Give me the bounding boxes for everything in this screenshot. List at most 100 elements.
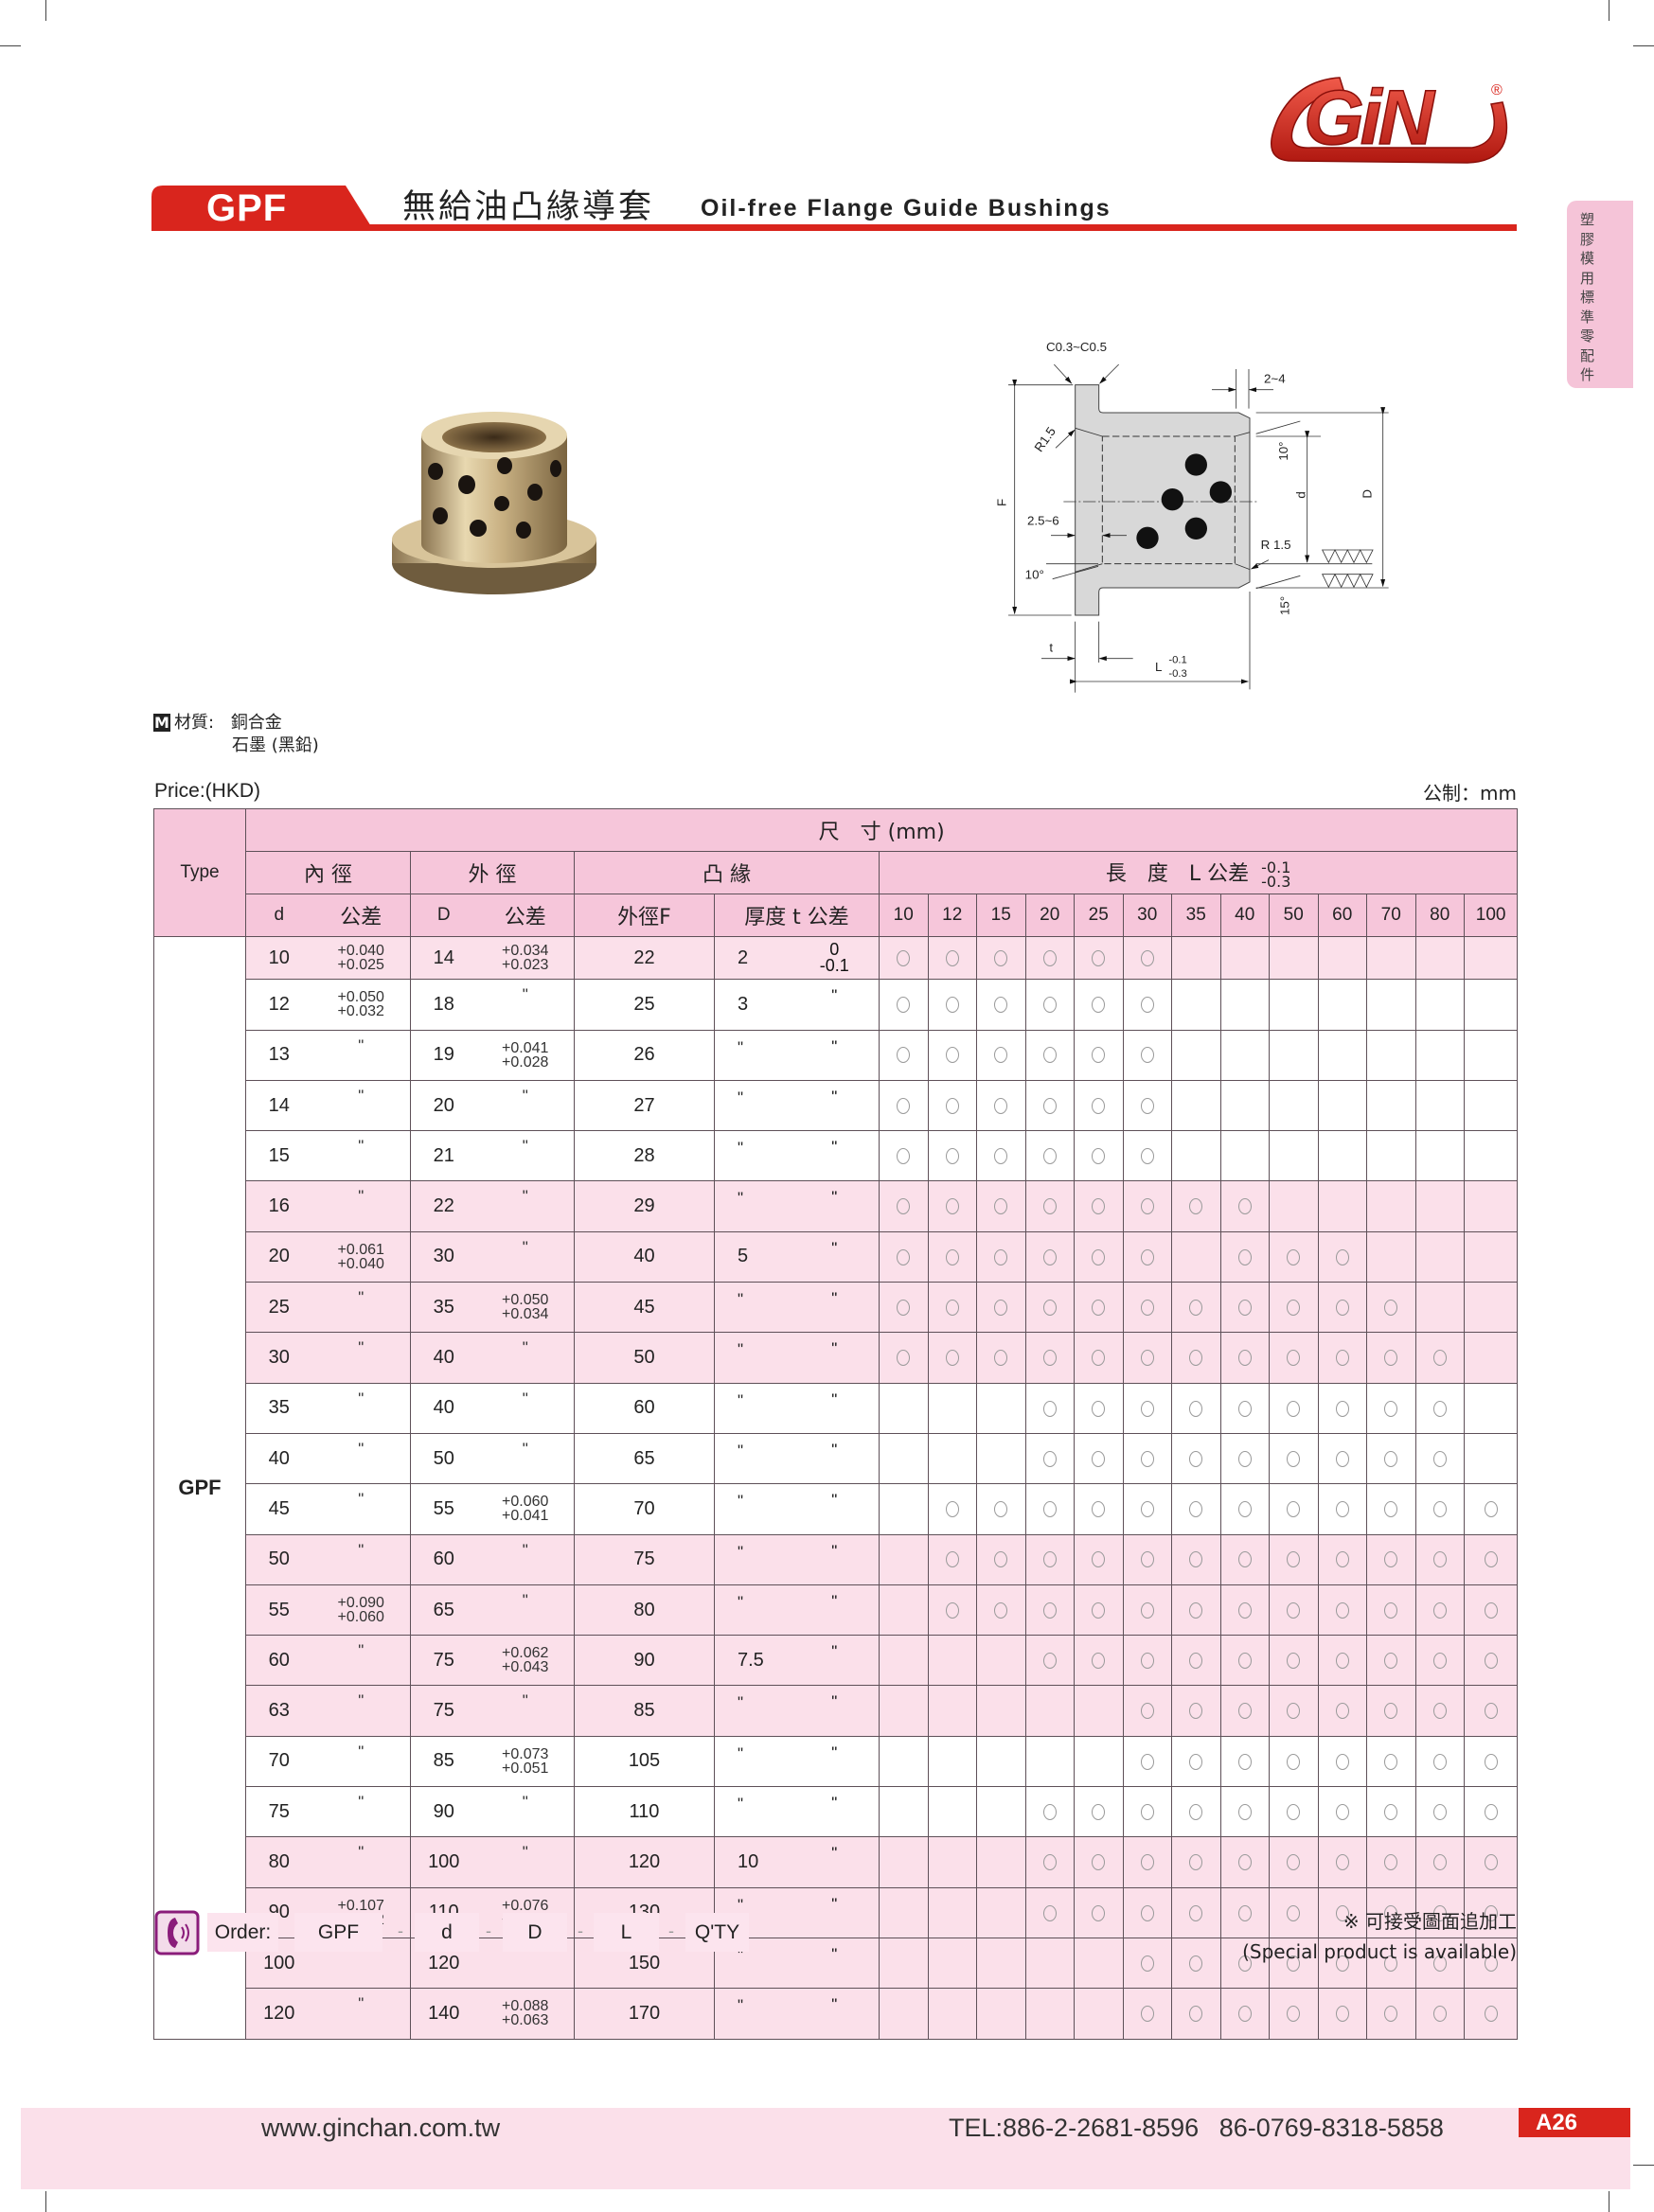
cell-d-tol: " bbox=[311, 1988, 411, 2040]
cell-length-15 bbox=[976, 1432, 1026, 1485]
available-circle-icon bbox=[994, 1248, 1008, 1265]
cell-t-tol: " bbox=[790, 1786, 880, 1838]
cell-d-tol: " bbox=[311, 1382, 411, 1434]
available-circle-icon bbox=[1189, 1601, 1203, 1619]
cell-d-tol: " bbox=[311, 1332, 411, 1384]
cell-length-25 bbox=[1074, 1332, 1124, 1384]
cell-length-70 bbox=[1366, 1786, 1416, 1838]
cell-t: " bbox=[714, 1180, 791, 1232]
spec-table: Type 尺 寸 (mm) 內 徑 外 徑 凸 緣 長 度 L 公差 -0.1-… bbox=[153, 808, 1519, 2040]
cell-F: 90 bbox=[574, 1635, 715, 1687]
cell-D-tol: " bbox=[476, 1432, 575, 1485]
order-field-L: L bbox=[594, 1913, 659, 1952]
available-circle-icon bbox=[1189, 1450, 1203, 1467]
available-circle-icon bbox=[1140, 1148, 1154, 1165]
cell-t-tol: " bbox=[790, 1230, 880, 1283]
available-circle-icon bbox=[1237, 1854, 1252, 1871]
cell-length-15 bbox=[976, 1988, 1026, 2040]
cell-d-tol: " bbox=[311, 1685, 411, 1737]
header-length-label: 長 度 L 公差 bbox=[1105, 862, 1250, 886]
cell-length-15 bbox=[976, 1937, 1026, 1990]
available-circle-icon bbox=[1140, 1904, 1154, 1921]
cell-d: 25 bbox=[245, 1282, 312, 1334]
footer-website-link[interactable]: www.ginchan.com.tw bbox=[261, 2114, 501, 2142]
cell-length-50 bbox=[1269, 1029, 1319, 1081]
cell-length-12 bbox=[927, 1230, 977, 1283]
available-circle-icon bbox=[1432, 1350, 1447, 1367]
cell-length-80 bbox=[1414, 1836, 1465, 1888]
cell-D-tol: " bbox=[476, 1584, 575, 1637]
cell-t: " bbox=[714, 1786, 791, 1838]
cell-length-20 bbox=[1024, 1584, 1075, 1637]
cell-length-12 bbox=[927, 1937, 977, 1990]
available-circle-icon bbox=[1042, 1299, 1057, 1316]
side-category-tab[interactable]: 塑膠模用標準零配件 bbox=[1567, 201, 1633, 388]
cell-F: 27 bbox=[574, 1079, 715, 1132]
table-row: 55 +0.090 +0.060 65 " 80 " " bbox=[154, 1584, 1519, 1637]
available-circle-icon bbox=[1287, 1854, 1301, 1871]
available-circle-icon bbox=[1140, 1097, 1154, 1114]
material-badge-icon: M bbox=[153, 714, 170, 732]
cell-length-30 bbox=[1122, 1786, 1172, 1838]
cell-length-10 bbox=[879, 1483, 929, 1535]
available-circle-icon bbox=[1042, 1248, 1057, 1265]
available-circle-icon bbox=[1484, 2006, 1498, 2023]
available-circle-icon bbox=[897, 997, 911, 1014]
available-circle-icon bbox=[994, 1299, 1008, 1316]
available-circle-icon bbox=[1484, 1803, 1498, 1820]
cell-length-35 bbox=[1171, 1685, 1221, 1737]
cell-length-40 bbox=[1219, 1685, 1270, 1737]
cell-length-60 bbox=[1317, 1332, 1367, 1384]
cell-length-100 bbox=[1463, 1230, 1519, 1283]
available-circle-icon bbox=[1140, 2006, 1154, 2023]
available-circle-icon bbox=[1432, 1400, 1447, 1417]
cell-length-40 bbox=[1219, 1735, 1270, 1788]
available-circle-icon bbox=[945, 1299, 959, 1316]
cell-length-12 bbox=[927, 1332, 977, 1384]
material-label: 材質: bbox=[174, 713, 215, 733]
cell-t-tol: " bbox=[790, 1533, 880, 1585]
cell-d-tol: +0.090 +0.060 bbox=[311, 1584, 411, 1637]
cell-length-50 bbox=[1269, 1836, 1319, 1888]
available-circle-icon bbox=[1189, 1955, 1203, 1972]
cell-D-tol: " bbox=[476, 1836, 575, 1888]
crop-mark bbox=[0, 45, 21, 46]
available-circle-icon bbox=[1140, 1653, 1154, 1670]
available-circle-icon bbox=[1189, 1198, 1203, 1215]
available-circle-icon bbox=[1335, 1703, 1349, 1720]
cell-d: 30 bbox=[245, 1332, 312, 1384]
cell-D: 85 bbox=[410, 1735, 477, 1788]
cell-length-25 bbox=[1074, 1432, 1124, 1485]
available-circle-icon bbox=[945, 1551, 959, 1568]
cell-length-20 bbox=[1024, 1332, 1075, 1384]
cell-length-50 bbox=[1269, 1786, 1319, 1838]
available-circle-icon bbox=[1384, 1501, 1398, 1518]
cell-length-60 bbox=[1317, 979, 1367, 1031]
available-circle-icon bbox=[1384, 1904, 1398, 1921]
cell-length-20 bbox=[1024, 1230, 1075, 1283]
radius-left-label: R1.5 bbox=[1032, 424, 1058, 454]
available-circle-icon bbox=[1189, 1400, 1203, 1417]
available-circle-icon bbox=[1237, 1703, 1252, 1720]
cell-length-10 bbox=[879, 1382, 929, 1434]
cell-t-tol: " bbox=[790, 979, 880, 1031]
cell-t: 7.5 bbox=[714, 1635, 791, 1687]
cell-d-tol: +0.050 +0.032 bbox=[311, 979, 411, 1031]
crop-mark bbox=[45, 2191, 46, 2212]
cell-length-70 bbox=[1366, 1029, 1416, 1081]
available-circle-icon bbox=[1042, 1904, 1057, 1921]
cell-D: 100 bbox=[410, 1836, 477, 1888]
available-circle-icon bbox=[1042, 1047, 1057, 1064]
table-row: 20 +0.061 +0.040 30 " 40 5 " bbox=[154, 1230, 1519, 1283]
available-circle-icon bbox=[1335, 1904, 1349, 1921]
available-circle-icon bbox=[897, 949, 911, 966]
cell-length-50 bbox=[1269, 979, 1319, 1031]
cell-length-100 bbox=[1463, 1836, 1519, 1888]
cell-length-100 bbox=[1463, 1635, 1519, 1687]
available-circle-icon bbox=[1140, 949, 1154, 966]
available-circle-icon bbox=[1189, 1854, 1203, 1871]
cell-length-70 bbox=[1366, 935, 1416, 981]
crop-mark bbox=[1633, 45, 1654, 46]
cell-length-10 bbox=[879, 1180, 929, 1232]
cell-length-80 bbox=[1414, 1937, 1465, 1990]
